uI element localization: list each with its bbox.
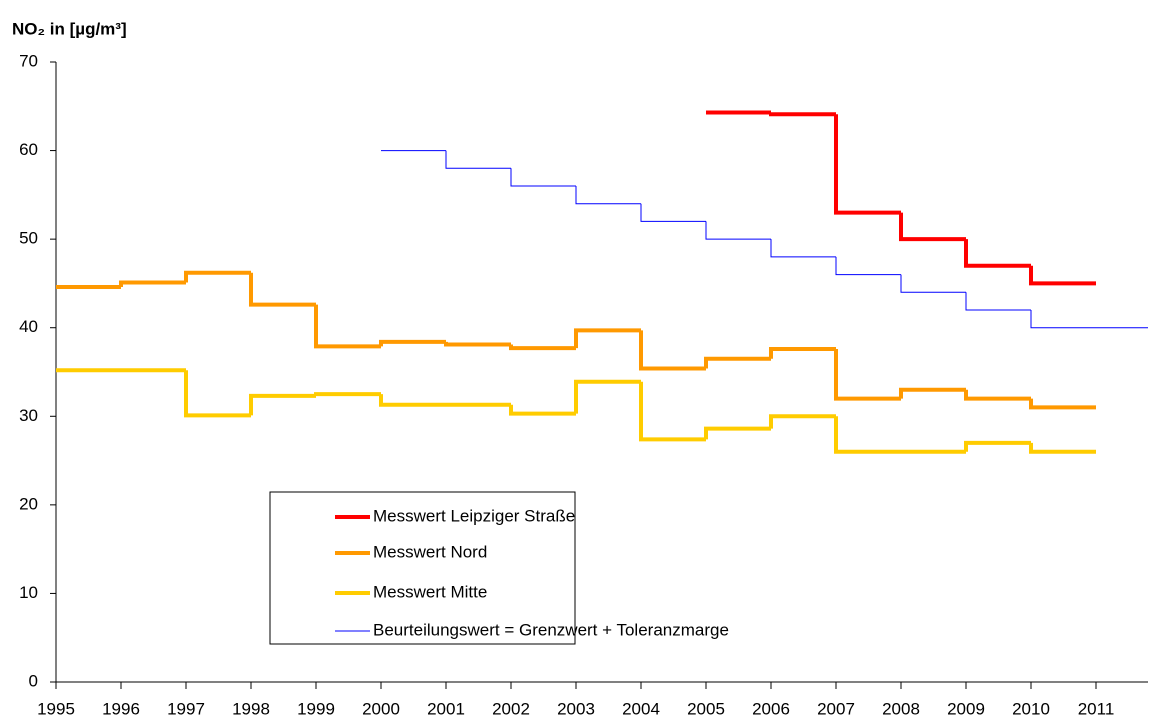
legend-label: Messwert Mitte bbox=[373, 582, 487, 601]
step-segment bbox=[639, 381, 706, 442]
step-segment bbox=[1029, 442, 1096, 454]
x-tick-label: 2008 bbox=[882, 699, 920, 718]
step-segment bbox=[834, 348, 901, 401]
legend-label: Messwert Nord bbox=[373, 542, 487, 561]
y-tick-label: 0 bbox=[29, 671, 38, 690]
step-segment bbox=[769, 346, 836, 359]
x-tick-label: 1997 bbox=[167, 699, 205, 718]
step-segment bbox=[509, 344, 576, 351]
x-tick-label: 2002 bbox=[492, 699, 530, 718]
x-tick-label: 2009 bbox=[947, 699, 985, 718]
step-segment bbox=[184, 270, 251, 283]
x-tick-label: 2001 bbox=[427, 699, 465, 718]
x-tick-label: 1996 bbox=[102, 699, 140, 718]
step-segment bbox=[249, 272, 316, 307]
legend-label: Messwert Leipziger Straße bbox=[373, 506, 575, 525]
x-tick-label: 2000 bbox=[362, 699, 400, 718]
step-segment bbox=[770, 239, 836, 258]
step-segment bbox=[899, 212, 966, 242]
y-tick-label: 60 bbox=[19, 140, 38, 159]
step-segment bbox=[249, 393, 316, 416]
step-segment bbox=[574, 328, 641, 349]
x-tick-label: 2004 bbox=[622, 699, 660, 718]
step-segment bbox=[965, 292, 1031, 311]
x-tick-label: 2005 bbox=[687, 699, 725, 718]
x-tick-label: 2010 bbox=[1012, 699, 1050, 718]
x-tick-label: 2003 bbox=[557, 699, 595, 718]
step-segment bbox=[314, 304, 381, 349]
legend-box bbox=[269, 491, 576, 645]
step-segment bbox=[119, 280, 186, 287]
step-segment bbox=[769, 112, 836, 117]
x-tick-label: 2011 bbox=[1078, 699, 1115, 718]
step-segment bbox=[834, 416, 901, 454]
x-tick-label: 2007 bbox=[817, 699, 855, 718]
step-segment bbox=[639, 330, 706, 371]
step-segment bbox=[1029, 265, 1096, 286]
x-tick-label: 1995 bbox=[37, 699, 75, 718]
step-segment bbox=[574, 379, 641, 414]
step-segment bbox=[575, 186, 641, 205]
y-tick-label: 10 bbox=[19, 583, 38, 602]
step-segment bbox=[379, 394, 446, 407]
y-tick-label: 40 bbox=[19, 317, 38, 336]
step-segment bbox=[314, 392, 381, 397]
step-segment bbox=[445, 150, 511, 169]
legend-label: Beurteilungswert = Grenzwert + Toleranzm… bbox=[373, 620, 729, 639]
step-segment bbox=[510, 168, 576, 187]
y-tick-label: 50 bbox=[19, 229, 38, 248]
step-segment bbox=[509, 404, 576, 416]
y-tick-label: 70 bbox=[19, 51, 38, 70]
y-tick-label: 30 bbox=[19, 406, 38, 425]
step-segment bbox=[640, 203, 706, 222]
step-segment bbox=[444, 341, 511, 347]
step-segment bbox=[964, 389, 1031, 401]
step-segment bbox=[835, 256, 901, 276]
x-tick-label: 1998 bbox=[232, 699, 270, 718]
step-segment bbox=[379, 339, 446, 347]
step-segment bbox=[834, 114, 901, 215]
step-segment bbox=[1029, 398, 1096, 410]
step-segment bbox=[184, 370, 251, 418]
step-segment bbox=[964, 440, 1031, 452]
x-tick-label: 2006 bbox=[752, 699, 790, 718]
step-segment bbox=[704, 356, 771, 369]
step-segment bbox=[704, 426, 771, 440]
x-tick-label: 1999 bbox=[297, 699, 335, 718]
step-segment bbox=[899, 387, 966, 399]
step-segment bbox=[769, 414, 836, 429]
step-segment bbox=[964, 239, 1031, 268]
step-segment bbox=[705, 221, 771, 240]
step-segment bbox=[900, 274, 966, 293]
y-tick-label: 20 bbox=[19, 494, 38, 513]
step-segment bbox=[1030, 310, 1096, 329]
chart-title: NO₂ in [µg/m³] bbox=[12, 19, 127, 38]
